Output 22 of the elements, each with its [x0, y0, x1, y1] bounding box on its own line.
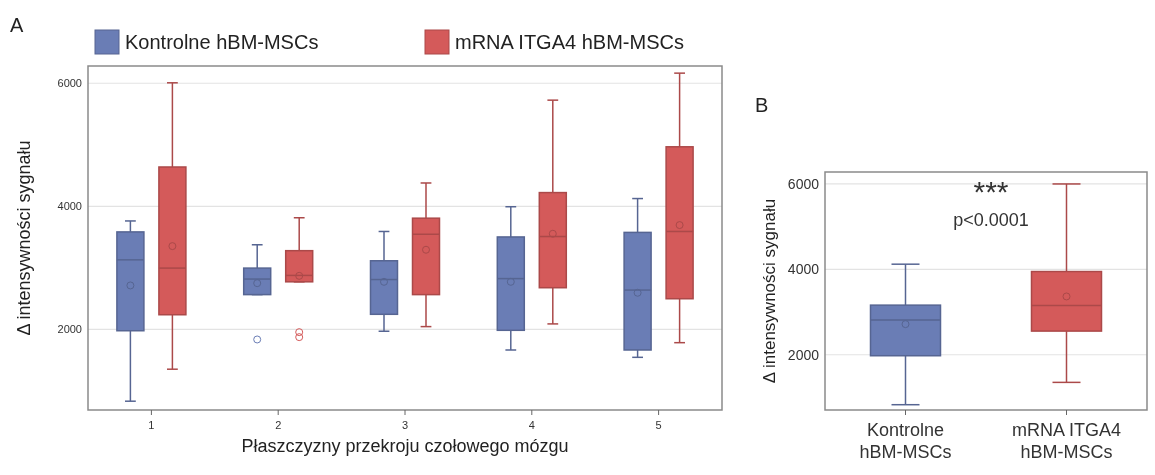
x-tick-label: 5: [655, 419, 662, 431]
y-axis-title: Δ intensywności sygnału: [760, 198, 779, 384]
y-tick-label: 4000: [787, 261, 820, 278]
legend-label: Kontrolne hBM-MSCs: [125, 31, 319, 53]
x-tick-label: 3: [401, 419, 409, 431]
legend-label: mRNA ITGA4 hBM-MSCs: [455, 31, 684, 53]
chart-title: A: [10, 14, 24, 36]
x-tick-label: 2: [275, 419, 282, 431]
y-tick-label: 6000: [787, 175, 820, 192]
y-tick-label: 2000: [57, 323, 82, 336]
y-axis-title: Δ intensywności sygnału: [14, 140, 34, 336]
x-tick-label: 4: [528, 419, 535, 431]
x-tick-label: Kontrolne hBM-MSCs: [859, 420, 952, 462]
chart-title: B: [755, 94, 769, 116]
annotation: ***: [973, 175, 1009, 208]
x-tick-label: 1: [148, 419, 155, 431]
y-tick-label: 6000: [57, 77, 82, 90]
y-tick-label: 2000: [787, 346, 820, 363]
x-axis-title: Płaszczyzny przekroju czołowego mózgu: [241, 436, 569, 456]
x-tick-label: mRNA ITGA4 hBM-MSCs: [1011, 420, 1122, 462]
y-tick-label: 4000: [57, 200, 82, 213]
annotation: p<0.0001: [953, 210, 1029, 230]
